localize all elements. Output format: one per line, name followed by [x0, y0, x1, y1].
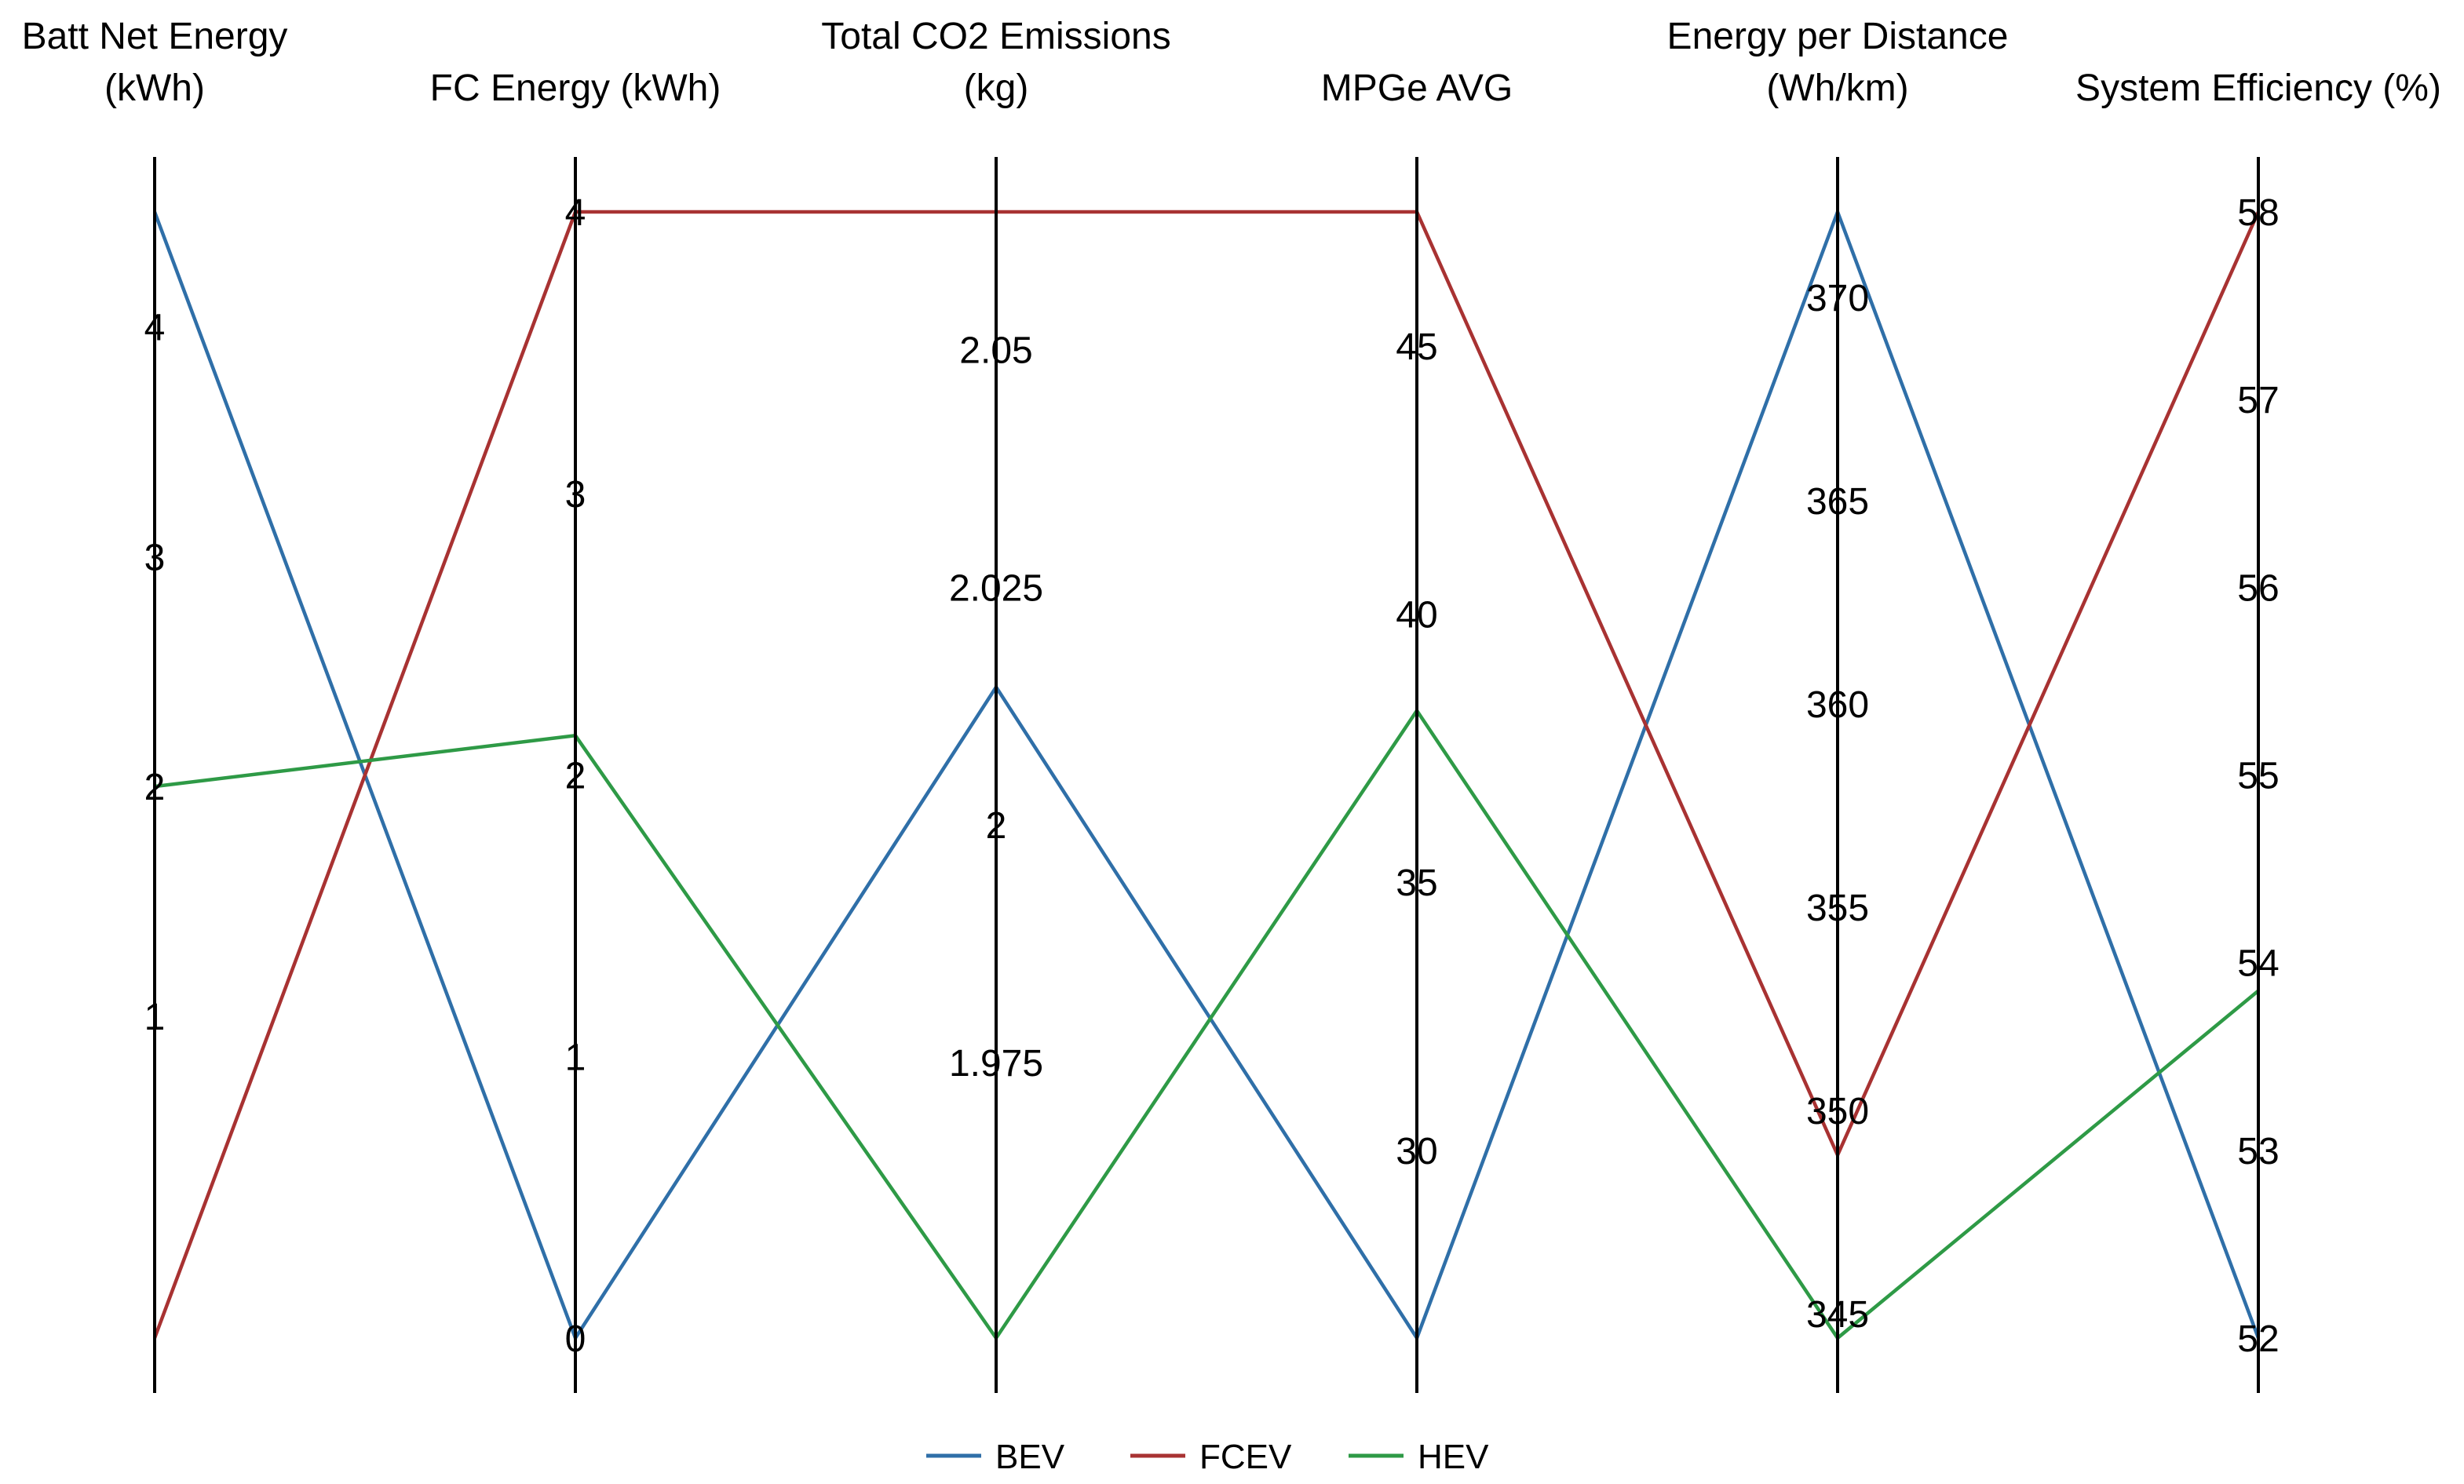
tick-label-eff: 55 — [2237, 756, 2279, 797]
tick-label-eff: 53 — [2237, 1131, 2279, 1172]
axis-title-epd: Energy per Distance — [1667, 16, 2009, 57]
axis-title-batt: (kWh) — [104, 67, 205, 109]
axis-title-epd: (Wh/km) — [1766, 67, 1908, 109]
tick-label-mpge: 45 — [1396, 326, 1437, 368]
tick-label-eff: 56 — [2237, 567, 2279, 609]
legend-label: HEV — [1418, 1438, 1489, 1476]
tick-label-eff: 52 — [2237, 1318, 2279, 1360]
legend-item-hev: HEV — [1349, 1438, 1489, 1476]
tick-label-co2: 2.025 — [949, 567, 1043, 609]
tick-label-eff: 54 — [2237, 943, 2279, 985]
axis-mpge: MPGe AVG 30 35 40 45 — [1321, 67, 1513, 1393]
tick-label-batt: 1 — [144, 997, 166, 1038]
tick-label-co2: 2.05 — [959, 330, 1032, 372]
legend-item-bev: BEV — [926, 1438, 1065, 1476]
legend-label: BEV — [995, 1438, 1065, 1476]
tick-label-epd: 350 — [1806, 1091, 1869, 1132]
series-line-hev — [154, 707, 2260, 1341]
tick-label-epd: 345 — [1806, 1294, 1869, 1336]
tick-label-fc: 1 — [565, 1037, 586, 1078]
tick-label-fc: 2 — [565, 756, 586, 797]
tick-label-batt: 4 — [144, 307, 166, 348]
tick-label-epd: 365 — [1806, 481, 1869, 523]
tick-label-batt: 3 — [144, 537, 166, 578]
tick-label-epd: 370 — [1806, 278, 1869, 319]
tick-label-mpge: 35 — [1396, 862, 1437, 904]
tick-label-eff: 57 — [2237, 380, 2279, 421]
axis-title-fc: FC Energy (kWh) — [430, 67, 721, 109]
legend-item-fcev: FCEV — [1130, 1438, 1292, 1476]
axis-epd: Energy per Distance (Wh/km) 345 350 355 360 36… — [1667, 16, 2009, 1393]
tick-label-fc: 4 — [565, 192, 586, 234]
tick-label-batt: 2 — [144, 767, 166, 808]
tick-label-mpge: 30 — [1396, 1131, 1437, 1172]
legend-label: FCEV — [1199, 1438, 1292, 1476]
tick-label-fc: 3 — [565, 474, 586, 516]
tick-label-epd: 360 — [1806, 684, 1869, 726]
axes-layer: Batt Net Energy (kWh) 1 2 3 4 FC Energy (kWh) 0… — [22, 16, 2441, 1393]
tick-label-co2: 2 — [986, 805, 1007, 847]
tick-label-fc: 0 — [565, 1318, 586, 1360]
axis-batt: Batt Net Energy (kWh) 1 2 3 4 — [22, 16, 288, 1393]
axis-title-co2: (kg) — [964, 67, 1029, 109]
series-line-bev — [152, 206, 2261, 1342]
series-layer — [152, 206, 2261, 1342]
axis-fc: FC Energy (kWh) 0 1 2 3 4 — [430, 67, 721, 1393]
axis-title-batt: Batt Net Energy — [22, 16, 288, 57]
axis-title-co2: Total CO2 Emissions — [821, 16, 1170, 57]
axis-title-eff: System Efficiency (%) — [2075, 67, 2441, 109]
axis-title-mpge: MPGe AVG — [1321, 67, 1513, 109]
axis-co2: Total CO2 Emissions (kg) 1.975 2 2.025 2.05 — [821, 16, 1171, 1393]
series-line-fcev — [152, 210, 2261, 1339]
legend: BEV FCEV HEV — [926, 1438, 1489, 1476]
axis-eff: System Efficiency (%) 52 53 54 55 56 57 58 — [2075, 67, 2441, 1393]
tick-label-mpge: 40 — [1396, 595, 1437, 636]
tick-label-eff: 58 — [2237, 192, 2279, 234]
tick-label-epd: 355 — [1806, 888, 1869, 929]
tick-label-co2: 1.975 — [949, 1043, 1043, 1085]
